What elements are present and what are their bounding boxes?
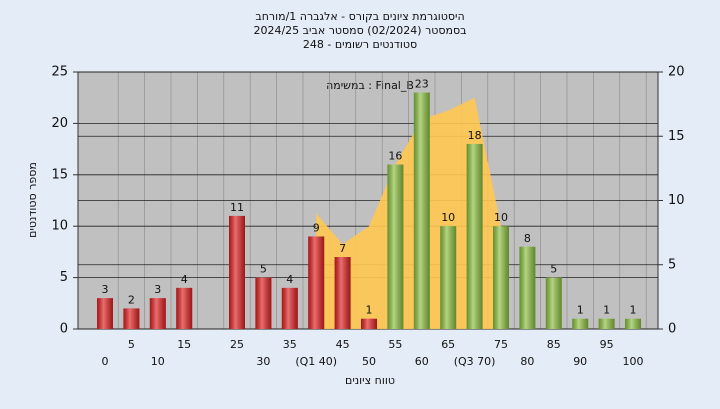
subtitle: בסמסטר (02/2024) סמסטר אביב 2024/25	[253, 24, 466, 37]
x-tick-label: 90	[573, 355, 587, 368]
bar-shade	[598, 318, 615, 329]
x-tick-label: 100	[623, 355, 644, 368]
x-tick-label: 85	[547, 338, 561, 351]
bar-shade	[123, 308, 140, 329]
bar-shade	[149, 298, 166, 329]
x-tick-label: 0	[102, 355, 109, 368]
chart-title: היסטוגרמת ציונים בקורס - אלגברה 1/מורחב	[255, 10, 464, 23]
bar-shade	[229, 215, 245, 329]
y-tick-label: 10	[51, 219, 68, 234]
y-tick-label: 15	[51, 167, 68, 182]
data-label: 10	[494, 211, 508, 224]
annotation: Final_B : במשימה	[326, 79, 414, 92]
x-tick-label: 50	[362, 355, 376, 368]
bar-shade	[97, 298, 113, 329]
data-label: 1	[630, 304, 637, 317]
y2-tick-label: 5	[668, 257, 676, 272]
bar-shade	[361, 318, 377, 329]
bar-shade	[625, 318, 641, 329]
data-label: 10	[441, 211, 455, 224]
x-tick-label: (Q1 40)	[295, 355, 337, 368]
data-label: 9	[313, 221, 320, 234]
x-tick-label: 55	[388, 338, 402, 351]
y2-tick-label: 10	[668, 193, 685, 208]
bar-shade	[387, 164, 404, 329]
bar-shade	[308, 236, 325, 329]
x-tick-label: 25	[230, 338, 244, 351]
data-label: 4	[181, 273, 188, 286]
y2-tick-label: 15	[668, 129, 685, 144]
bar-shade	[493, 226, 509, 329]
bar-shade	[466, 143, 483, 329]
x-tick-label: 35	[283, 338, 297, 351]
x-tick-label: 10	[151, 355, 165, 368]
x-axis-label: טווח ציונים	[345, 374, 395, 387]
bar-shade	[334, 257, 351, 329]
data-label: 8	[524, 232, 531, 245]
data-label: 1	[603, 304, 610, 317]
x-tick-label: (Q3 70)	[454, 355, 496, 368]
x-tick-label: 80	[520, 355, 534, 368]
y-tick-label: 20	[51, 116, 68, 131]
x-tick-label: 5	[128, 338, 135, 351]
data-label: 1	[577, 304, 584, 317]
y-axis-label: מספר סטודנטים	[26, 162, 39, 238]
bar-shade	[413, 92, 430, 329]
data-label: 18	[468, 129, 482, 142]
data-label: 5	[550, 263, 557, 276]
bar-shade	[519, 246, 536, 329]
data-label: 16	[388, 150, 402, 163]
bar-shade	[281, 287, 298, 329]
y2-tick-label: 20	[668, 65, 685, 80]
data-label: 11	[230, 201, 244, 214]
bar-shade	[440, 226, 457, 329]
data-label: 5	[260, 263, 267, 276]
bar-shade	[176, 287, 193, 329]
data-label: 7	[339, 242, 346, 255]
y2-tick-label: 0	[668, 322, 676, 337]
data-label: 1	[366, 304, 373, 317]
data-label: 4	[286, 273, 293, 286]
bar-shade	[255, 277, 272, 329]
x-tick-label: 30	[256, 355, 270, 368]
x-tick-label: 60	[415, 355, 429, 368]
x-tick-label: 95	[600, 338, 614, 351]
data-label: 3	[154, 283, 161, 296]
data-label: 3	[102, 283, 109, 296]
bar-shade	[545, 277, 562, 329]
data-label: 23	[415, 78, 429, 91]
y-tick-label: 25	[51, 65, 68, 80]
x-tick-label: 65	[441, 338, 455, 351]
x-tick-label: 45	[336, 338, 350, 351]
bar-shade	[572, 318, 589, 329]
y-tick-label: 0	[60, 322, 68, 337]
x-tick-label: 15	[177, 338, 191, 351]
x-tick-label: 75	[494, 338, 508, 351]
y-tick-label: 5	[60, 270, 68, 285]
subtitle: סטודנטים רשומים - 248	[303, 38, 417, 51]
data-label: 2	[128, 293, 135, 306]
